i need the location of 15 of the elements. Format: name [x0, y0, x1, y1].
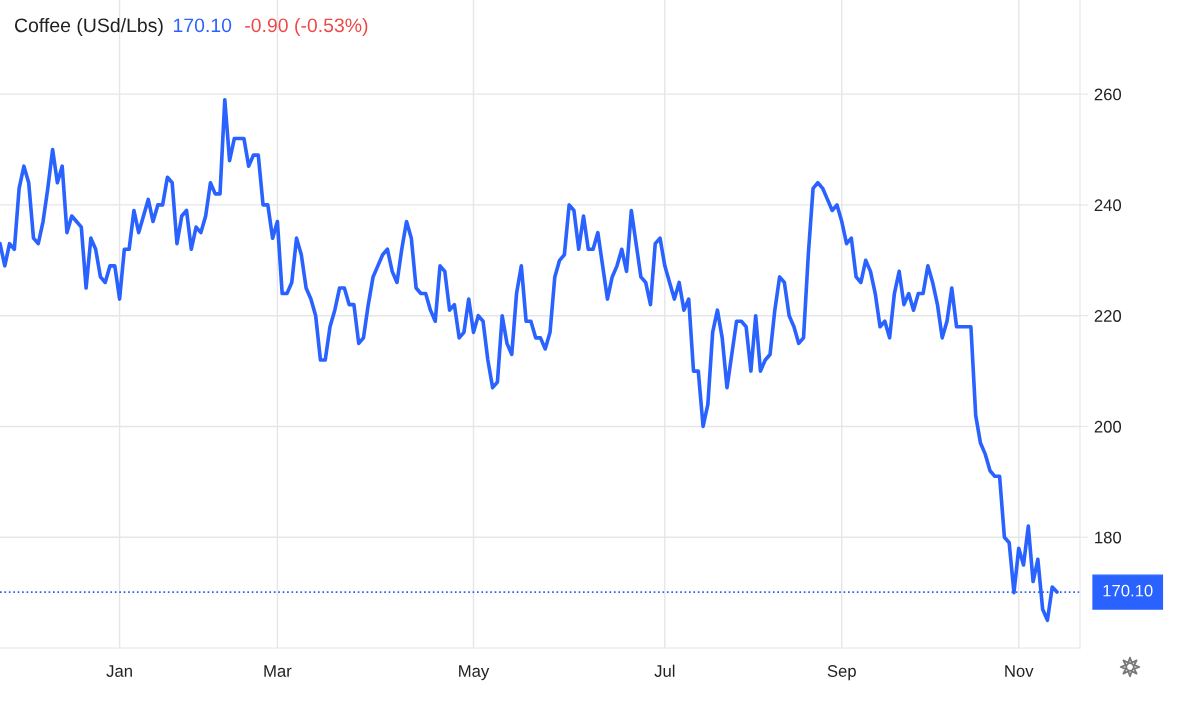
ref-line-label: 170.10 — [1103, 584, 1153, 597]
annotation: 170.10 — [173, 18, 232, 33]
y-tick-label: 200 — [1094, 420, 1122, 433]
x-tick-label: Nov — [1005, 665, 1034, 677]
y-tick-label: 180 — [1095, 531, 1122, 544]
y-tick-label: 260 — [1094, 88, 1122, 101]
x-tick-label: Sep — [827, 665, 856, 681]
x-tick-label: Jul — [654, 664, 675, 677]
y-tick-label: 240 — [1094, 199, 1122, 212]
x-tick-label: May — [459, 665, 490, 681]
x-tick-label: Mar — [264, 665, 292, 677]
annotation: -0.90 (-0.53%) — [245, 17, 368, 37]
x-tick-label: Jan — [106, 665, 132, 677]
y-tick-label: 220 — [1094, 310, 1122, 322]
text: Coffee (USd/Lbs) — [14, 17, 163, 37]
